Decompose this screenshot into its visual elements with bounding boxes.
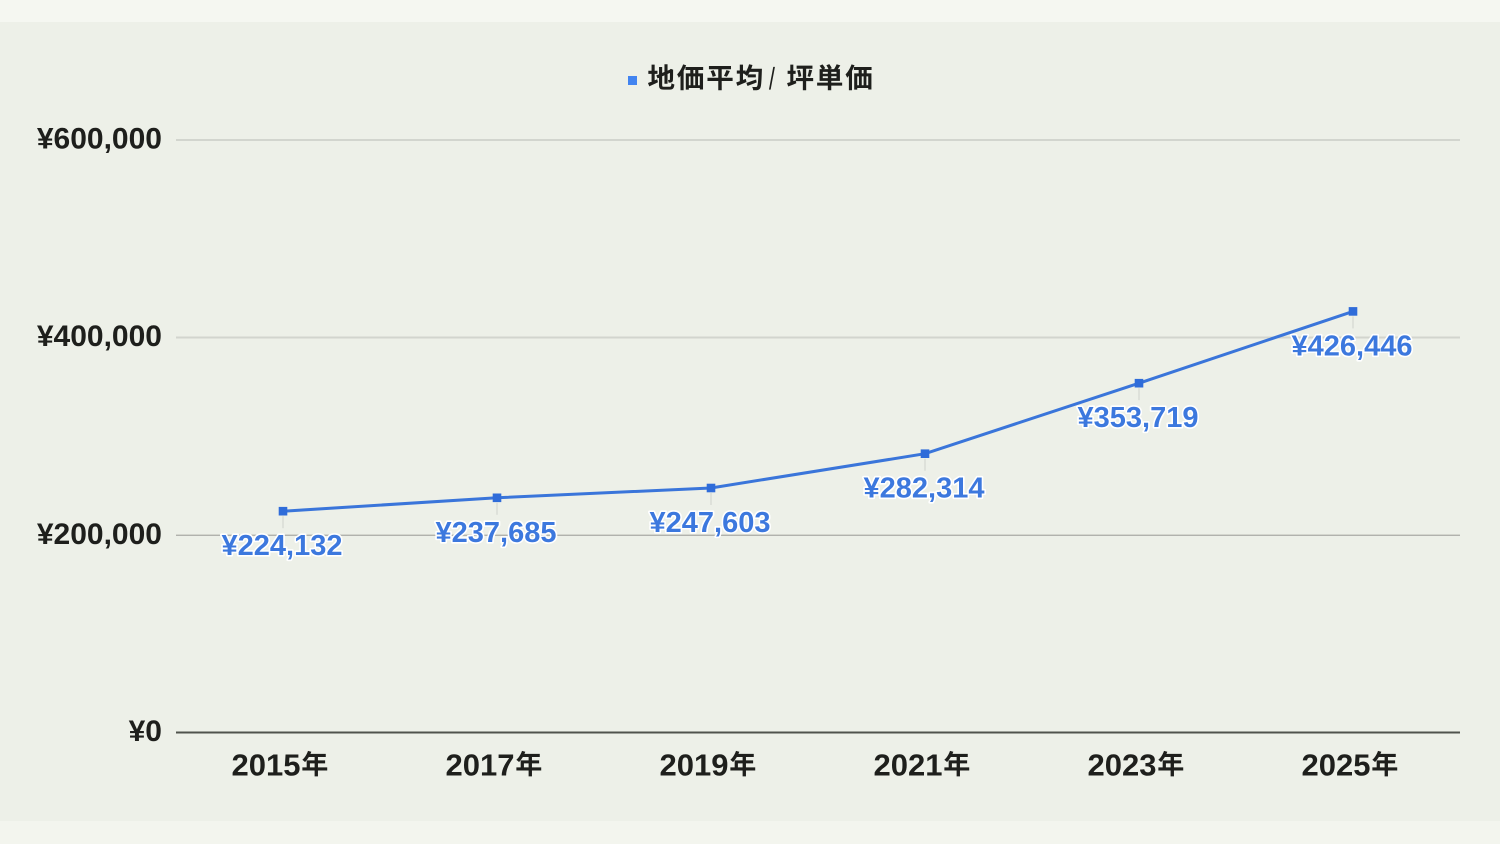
svg-text:¥282,314: ¥282,314 — [864, 473, 985, 505]
svg-text:¥353,719: ¥353,719 — [1078, 402, 1199, 434]
svg-text:¥426,446: ¥426,446 — [1292, 330, 1413, 362]
svg-text:2021: 2021 — [874, 748, 943, 783]
svg-text:2017: 2017 — [446, 748, 515, 783]
svg-text:¥0: ¥0 — [129, 715, 162, 748]
svg-text:¥224,132: ¥224,132 — [222, 530, 343, 562]
svg-text:¥200,000: ¥200,000 — [37, 518, 162, 551]
svg-text:¥237,685: ¥237,685 — [436, 517, 557, 549]
svg-text:¥400,000: ¥400,000 — [37, 320, 162, 353]
svg-text:¥247,603: ¥247,603 — [650, 507, 771, 539]
svg-text:¥600,000: ¥600,000 — [37, 123, 162, 156]
svg-text:2023: 2023 — [1088, 748, 1157, 783]
svg-text:2025: 2025 — [1302, 748, 1371, 783]
svg-text:2015: 2015 — [232, 748, 301, 783]
svg-text:2019: 2019 — [660, 748, 729, 783]
